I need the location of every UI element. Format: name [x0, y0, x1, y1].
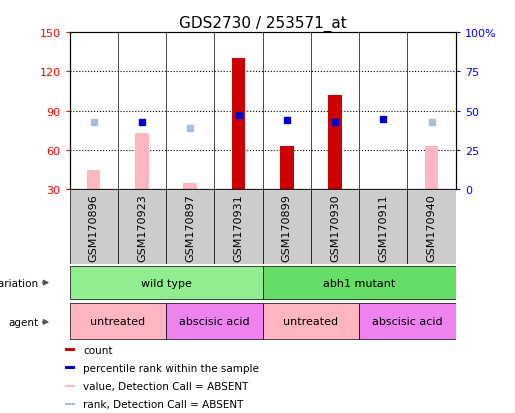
- Bar: [214, 190, 263, 264]
- Bar: [263, 190, 311, 264]
- Bar: [359, 190, 407, 264]
- Bar: [359, 304, 456, 339]
- Bar: [118, 190, 166, 264]
- Bar: [65, 367, 75, 369]
- Bar: [425, 147, 438, 190]
- Bar: [166, 190, 214, 264]
- Text: value, Detection Call = ABSENT: value, Detection Call = ABSENT: [83, 381, 249, 391]
- Bar: [407, 190, 456, 264]
- Bar: [263, 304, 359, 339]
- Bar: [70, 266, 263, 300]
- Bar: [280, 147, 294, 190]
- Text: GSM170897: GSM170897: [185, 193, 195, 261]
- Bar: [166, 304, 263, 339]
- Bar: [65, 385, 75, 387]
- Text: untreated: untreated: [283, 316, 338, 326]
- Text: untreated: untreated: [90, 316, 145, 326]
- Bar: [135, 134, 149, 190]
- Text: GSM170899: GSM170899: [282, 193, 292, 261]
- Text: abscisic acid: abscisic acid: [372, 316, 443, 326]
- Bar: [263, 266, 456, 300]
- Text: GSM170930: GSM170930: [330, 193, 340, 261]
- Text: rank, Detection Call = ABSENT: rank, Detection Call = ABSENT: [83, 399, 244, 409]
- Text: abh1 mutant: abh1 mutant: [323, 278, 396, 288]
- Bar: [183, 183, 197, 190]
- Bar: [329, 96, 342, 190]
- Bar: [70, 190, 118, 264]
- Text: genotype/variation: genotype/variation: [0, 278, 38, 288]
- Bar: [65, 403, 75, 405]
- Text: GSM170896: GSM170896: [89, 193, 99, 261]
- Text: GSM170931: GSM170931: [233, 193, 244, 261]
- Bar: [232, 59, 245, 190]
- Bar: [65, 349, 75, 351]
- Text: wild type: wild type: [141, 278, 192, 288]
- Text: count: count: [83, 345, 113, 355]
- Text: GSM170911: GSM170911: [379, 193, 388, 261]
- Text: GSM170940: GSM170940: [426, 193, 437, 261]
- Title: GDS2730 / 253571_at: GDS2730 / 253571_at: [179, 16, 347, 32]
- Text: abscisic acid: abscisic acid: [179, 316, 250, 326]
- Text: agent: agent: [8, 317, 38, 327]
- Bar: [70, 304, 166, 339]
- Bar: [87, 170, 100, 190]
- Text: percentile rank within the sample: percentile rank within the sample: [83, 363, 259, 373]
- Text: GSM170923: GSM170923: [137, 193, 147, 261]
- Bar: [311, 190, 359, 264]
